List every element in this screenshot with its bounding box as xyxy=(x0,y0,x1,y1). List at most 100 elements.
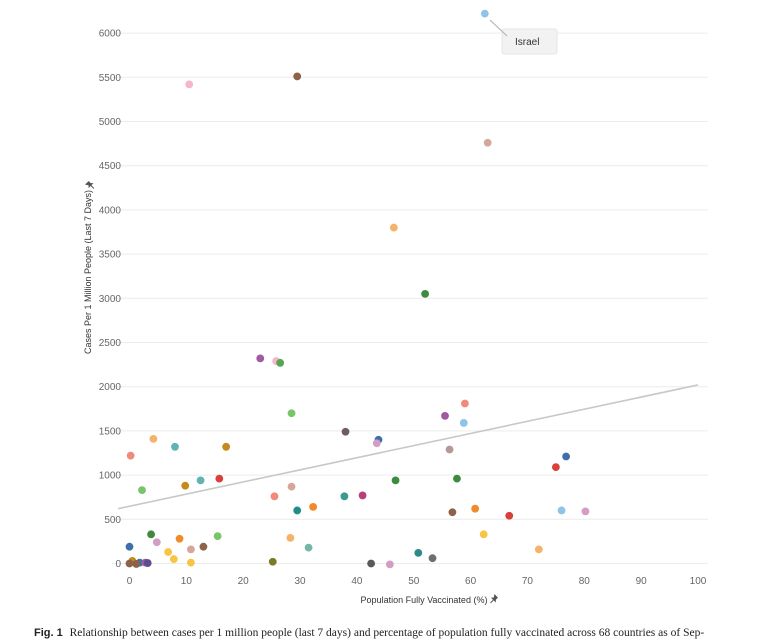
data-point[interactable] xyxy=(358,491,367,500)
data-point[interactable] xyxy=(385,560,394,569)
data-point[interactable] xyxy=(391,476,400,485)
data-point[interactable] xyxy=(138,486,146,495)
data-point[interactable] xyxy=(453,474,461,483)
trendline-layer xyxy=(117,384,699,510)
x-tick-label: 0 xyxy=(127,576,133,587)
data-point[interactable] xyxy=(372,439,381,448)
y-axis-ticks: 0 500 1000 1500 2000 2500 3000 3500 4000 4500 5000… xyxy=(99,29,122,570)
data-point[interactable] xyxy=(175,534,184,543)
data-point[interactable] xyxy=(186,545,195,554)
data-point[interactable] xyxy=(293,72,302,81)
data-point[interactable] xyxy=(171,442,179,451)
data-point[interactable] xyxy=(461,399,469,408)
data-point[interactable] xyxy=(149,434,158,443)
data-point[interactable] xyxy=(256,354,265,363)
x-tick-label: 70 xyxy=(522,576,534,587)
data-point[interactable] xyxy=(421,289,430,298)
annotation-label: Israel xyxy=(515,37,539,48)
y-tick-label: 1000 xyxy=(99,471,122,482)
data-point[interactable] xyxy=(534,545,543,554)
data-point[interactable] xyxy=(286,533,295,542)
data-point[interactable] xyxy=(551,463,560,472)
x-tick-label: 40 xyxy=(351,576,363,587)
data-point[interactable] xyxy=(199,542,208,551)
data-point[interactable] xyxy=(125,542,134,551)
data-point[interactable] xyxy=(270,492,279,501)
data-point[interactable] xyxy=(186,558,195,567)
data-point[interactable] xyxy=(169,555,178,563)
caption-text: Relationship between cases per 1 million… xyxy=(69,627,705,639)
data-point[interactable] xyxy=(459,419,468,427)
annotation-leader-line xyxy=(489,19,508,37)
data-point[interactable] xyxy=(471,504,480,513)
data-point[interactable] xyxy=(389,223,398,232)
data-point[interactable] xyxy=(441,411,449,420)
data-point[interactable] xyxy=(222,442,231,451)
data-point[interactable] xyxy=(293,506,302,515)
data-point[interactable] xyxy=(147,530,156,539)
x-tick-label: 90 xyxy=(636,576,648,587)
x-tick-label: 20 xyxy=(238,576,250,587)
data-point[interactable] xyxy=(304,543,313,552)
data-point[interactable] xyxy=(483,138,492,147)
x-tick-label: 100 xyxy=(690,576,707,587)
y-tick-label: 3500 xyxy=(99,250,122,261)
x-tick-label: 30 xyxy=(294,576,306,587)
y-tick-label: 0 xyxy=(115,559,121,570)
y-tick-label: 6000 xyxy=(99,29,122,40)
y-axis-pin-icon[interactable] xyxy=(85,180,96,191)
y-tick-label: 4000 xyxy=(99,205,122,216)
y-tick-label: 5000 xyxy=(99,117,122,128)
data-points xyxy=(125,9,590,569)
x-axis-pin-icon[interactable] xyxy=(488,594,499,605)
x-axis-ticks: 0 10 20 30 40 50 60 70 80 90 100 xyxy=(127,576,707,587)
data-point[interactable] xyxy=(132,560,141,568)
data-point[interactable] xyxy=(287,409,296,418)
data-point[interactable] xyxy=(181,481,190,490)
data-point[interactable] xyxy=(196,476,205,485)
y-tick-label: 4500 xyxy=(99,161,122,172)
data-point[interactable] xyxy=(581,507,590,516)
data-point[interactable] xyxy=(505,511,514,520)
y-tick-label: 2000 xyxy=(99,382,122,393)
x-axis-title: Population Fully Vaccinated (%) xyxy=(361,595,488,605)
data-point[interactable] xyxy=(268,557,277,566)
gridlines xyxy=(112,32,708,564)
data-point[interactable] xyxy=(367,559,376,568)
data-point[interactable] xyxy=(143,559,152,567)
y-tick-label: 3000 xyxy=(99,294,122,305)
data-point[interactable] xyxy=(479,530,488,539)
x-tick-label: 60 xyxy=(465,576,477,587)
data-point[interactable] xyxy=(185,80,194,89)
data-point[interactable] xyxy=(448,508,457,517)
y-tick-label: 500 xyxy=(104,515,121,526)
annotation-box xyxy=(501,28,558,55)
data-point[interactable] xyxy=(164,548,173,556)
data-point[interactable] xyxy=(309,503,318,511)
data-point[interactable] xyxy=(428,554,437,563)
data-point[interactable] xyxy=(562,452,571,461)
data-point[interactable] xyxy=(276,358,285,367)
data-point[interactable] xyxy=(445,445,454,454)
data-point[interactable] xyxy=(125,559,134,568)
data-point[interactable] xyxy=(152,538,161,547)
data-point[interactable] xyxy=(480,9,489,18)
x-tick-label: 80 xyxy=(579,576,591,587)
data-point[interactable] xyxy=(341,427,350,436)
y-tick-label: 1500 xyxy=(99,426,122,437)
x-tick-label: 50 xyxy=(408,576,420,587)
data-point[interactable] xyxy=(557,506,566,515)
y-tick-label: 5500 xyxy=(99,73,122,84)
data-point[interactable] xyxy=(287,482,296,491)
data-point[interactable] xyxy=(340,492,349,501)
israel-annotation: Israel xyxy=(489,19,558,55)
data-point[interactable] xyxy=(126,451,135,460)
data-point[interactable] xyxy=(215,474,224,483)
x-tick-label: 10 xyxy=(181,576,193,587)
trendline xyxy=(117,384,699,510)
caption-label: Fig. 1 xyxy=(34,627,63,639)
data-point[interactable] xyxy=(213,532,222,540)
y-axis-title: Cases Per 1 Million People (Last 7 Days) xyxy=(83,190,93,354)
data-point[interactable] xyxy=(414,548,423,557)
